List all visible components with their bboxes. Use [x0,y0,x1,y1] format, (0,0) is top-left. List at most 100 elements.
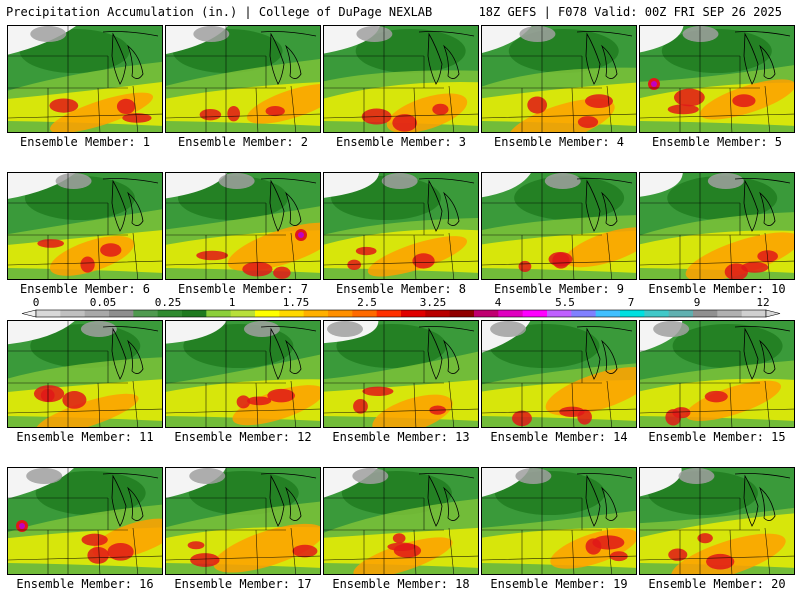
valid-time: 18Z GEFS | F078 Valid: 00Z FRI SEP 26 20… [478,5,782,19]
legend-color-swatch [376,310,402,317]
precip-map [640,468,794,574]
ensemble-member-caption: Ensemble Member: 15 [648,430,786,444]
legend-tick-label: 4 [495,296,502,309]
legend-tick-label: 1 [229,296,236,309]
legend-color-swatch [522,310,548,317]
ensemble-map-panel [639,467,795,575]
ensemble-member-caption: Ensemble Member: 2 [177,135,309,149]
legend-color-swatch [36,310,61,317]
ensemble-map-panel [165,172,321,280]
legend-color-swatch [279,310,305,317]
precip-map [324,26,478,132]
color-scale-legend: 0 0.05 0.25 1 1.75 2.5 3.25 4 5.5 7 9 12 [21,296,781,318]
product-title: Precipitation Accumulation (in.) | Colle… [6,5,433,19]
legend-color-swatch [109,310,134,317]
legend-color-swatch [255,310,280,317]
legend-tick-label: 9 [694,296,701,309]
precip-map [166,321,320,427]
precip-map [324,468,478,574]
ensemble-member-caption: Ensemble Member: 14 [490,430,628,444]
legend-arrow-left [21,309,37,318]
precip-map [166,26,320,132]
precip-map [640,173,794,279]
ensemble-member-caption: Ensemble Member: 13 [332,430,470,444]
legend-color-swatch [741,310,767,317]
ensemble-map-panel [323,320,479,428]
ensemble-map-panel [7,320,163,428]
ensemble-member-caption: Ensemble Member: 1 [19,135,151,149]
ensemble-map-panel [481,467,637,575]
precip-map [482,173,636,279]
legend-color-swatch [595,310,621,317]
ensemble-map-panel [7,172,163,280]
ensemble-member-caption: Ensemble Member: 4 [493,135,625,149]
legend-tick-label: 3.25 [420,296,447,309]
ensemble-member-caption: Ensemble Member: 19 [490,577,628,591]
ensemble-member-caption: Ensemble Member: 9 [493,282,625,296]
legend-tick-label: 5.5 [555,296,575,309]
precip-map [640,26,794,132]
legend-tick-label: 2.5 [357,296,377,309]
legend-color-swatch [133,310,159,317]
legend-color-swatch [571,310,597,317]
legend-color-swatch [449,310,475,317]
legend-color-swatch [717,310,743,317]
precip-map [8,173,162,279]
legend-color-swatch [547,310,572,317]
legend-tick-label: 7 [628,296,635,309]
precip-map [166,173,320,279]
precip-map [8,321,162,427]
legend-tick-label: 1.75 [283,296,310,309]
legend-color-swatch [668,310,694,317]
ensemble-map-panel [481,172,637,280]
legend-color-swatch [206,310,232,317]
ensemble-member-caption: Ensemble Member: 8 [335,282,467,296]
legend-tick-label: 0.05 [90,296,117,309]
legend-color-swatch [84,310,110,317]
precip-map [482,26,636,132]
ensemble-map-panel [323,467,479,575]
ensemble-member-caption: Ensemble Member: 20 [648,577,786,591]
legend-color-swatch [425,310,451,317]
legend-tick-label: 0 [33,296,40,309]
precip-map [324,321,478,427]
ensemble-map-panel [165,25,321,133]
ensemble-map-panel [639,320,795,428]
ensemble-map-panel [639,25,795,133]
ensemble-map-panel [323,25,479,133]
map-header: Precipitation Accumulation (in.) | Colle… [0,0,800,24]
ensemble-member-caption: Ensemble Member: 5 [651,135,783,149]
legend-color-swatch [620,310,645,317]
legend-color-swatch [401,310,426,317]
ensemble-member-caption: Ensemble Member: 10 [648,282,786,296]
legend-color-swatch [328,310,353,317]
precip-map [482,468,636,574]
ensemble-map-panel [165,320,321,428]
legend-color-swatch [644,310,670,317]
ensemble-map-panel [639,172,795,280]
ensemble-map-panel [165,467,321,575]
legend-color-swatch [693,310,718,317]
ensemble-member-caption: Ensemble Member: 11 [16,430,154,444]
ensemble-member-caption: Ensemble Member: 6 [19,282,151,296]
ensemble-member-caption: Ensemble Member: 18 [332,577,470,591]
ensemble-map-panel [323,172,479,280]
precip-map [8,26,162,132]
legend-arrow-right [765,309,781,318]
ensemble-map-panel [7,25,163,133]
legend-color-swatch [474,310,499,317]
legend-color-swatch [352,310,378,317]
ensemble-member-caption: Ensemble Member: 16 [16,577,154,591]
precip-map [8,468,162,574]
ensemble-member-caption: Ensemble Member: 7 [177,282,309,296]
legend-color-swatch [157,310,183,317]
ensemble-member-caption: Ensemble Member: 12 [174,430,312,444]
legend-color-swatch [230,310,256,317]
ensemble-member-caption: Ensemble Member: 3 [335,135,467,149]
legend-tick-label: 12 [756,296,769,309]
ensemble-map-panel [7,467,163,575]
ensemble-map-panel [481,25,637,133]
legend-color-swatch [303,310,329,317]
legend-color-swatch [60,310,86,317]
ensemble-member-caption: Ensemble Member: 17 [174,577,312,591]
